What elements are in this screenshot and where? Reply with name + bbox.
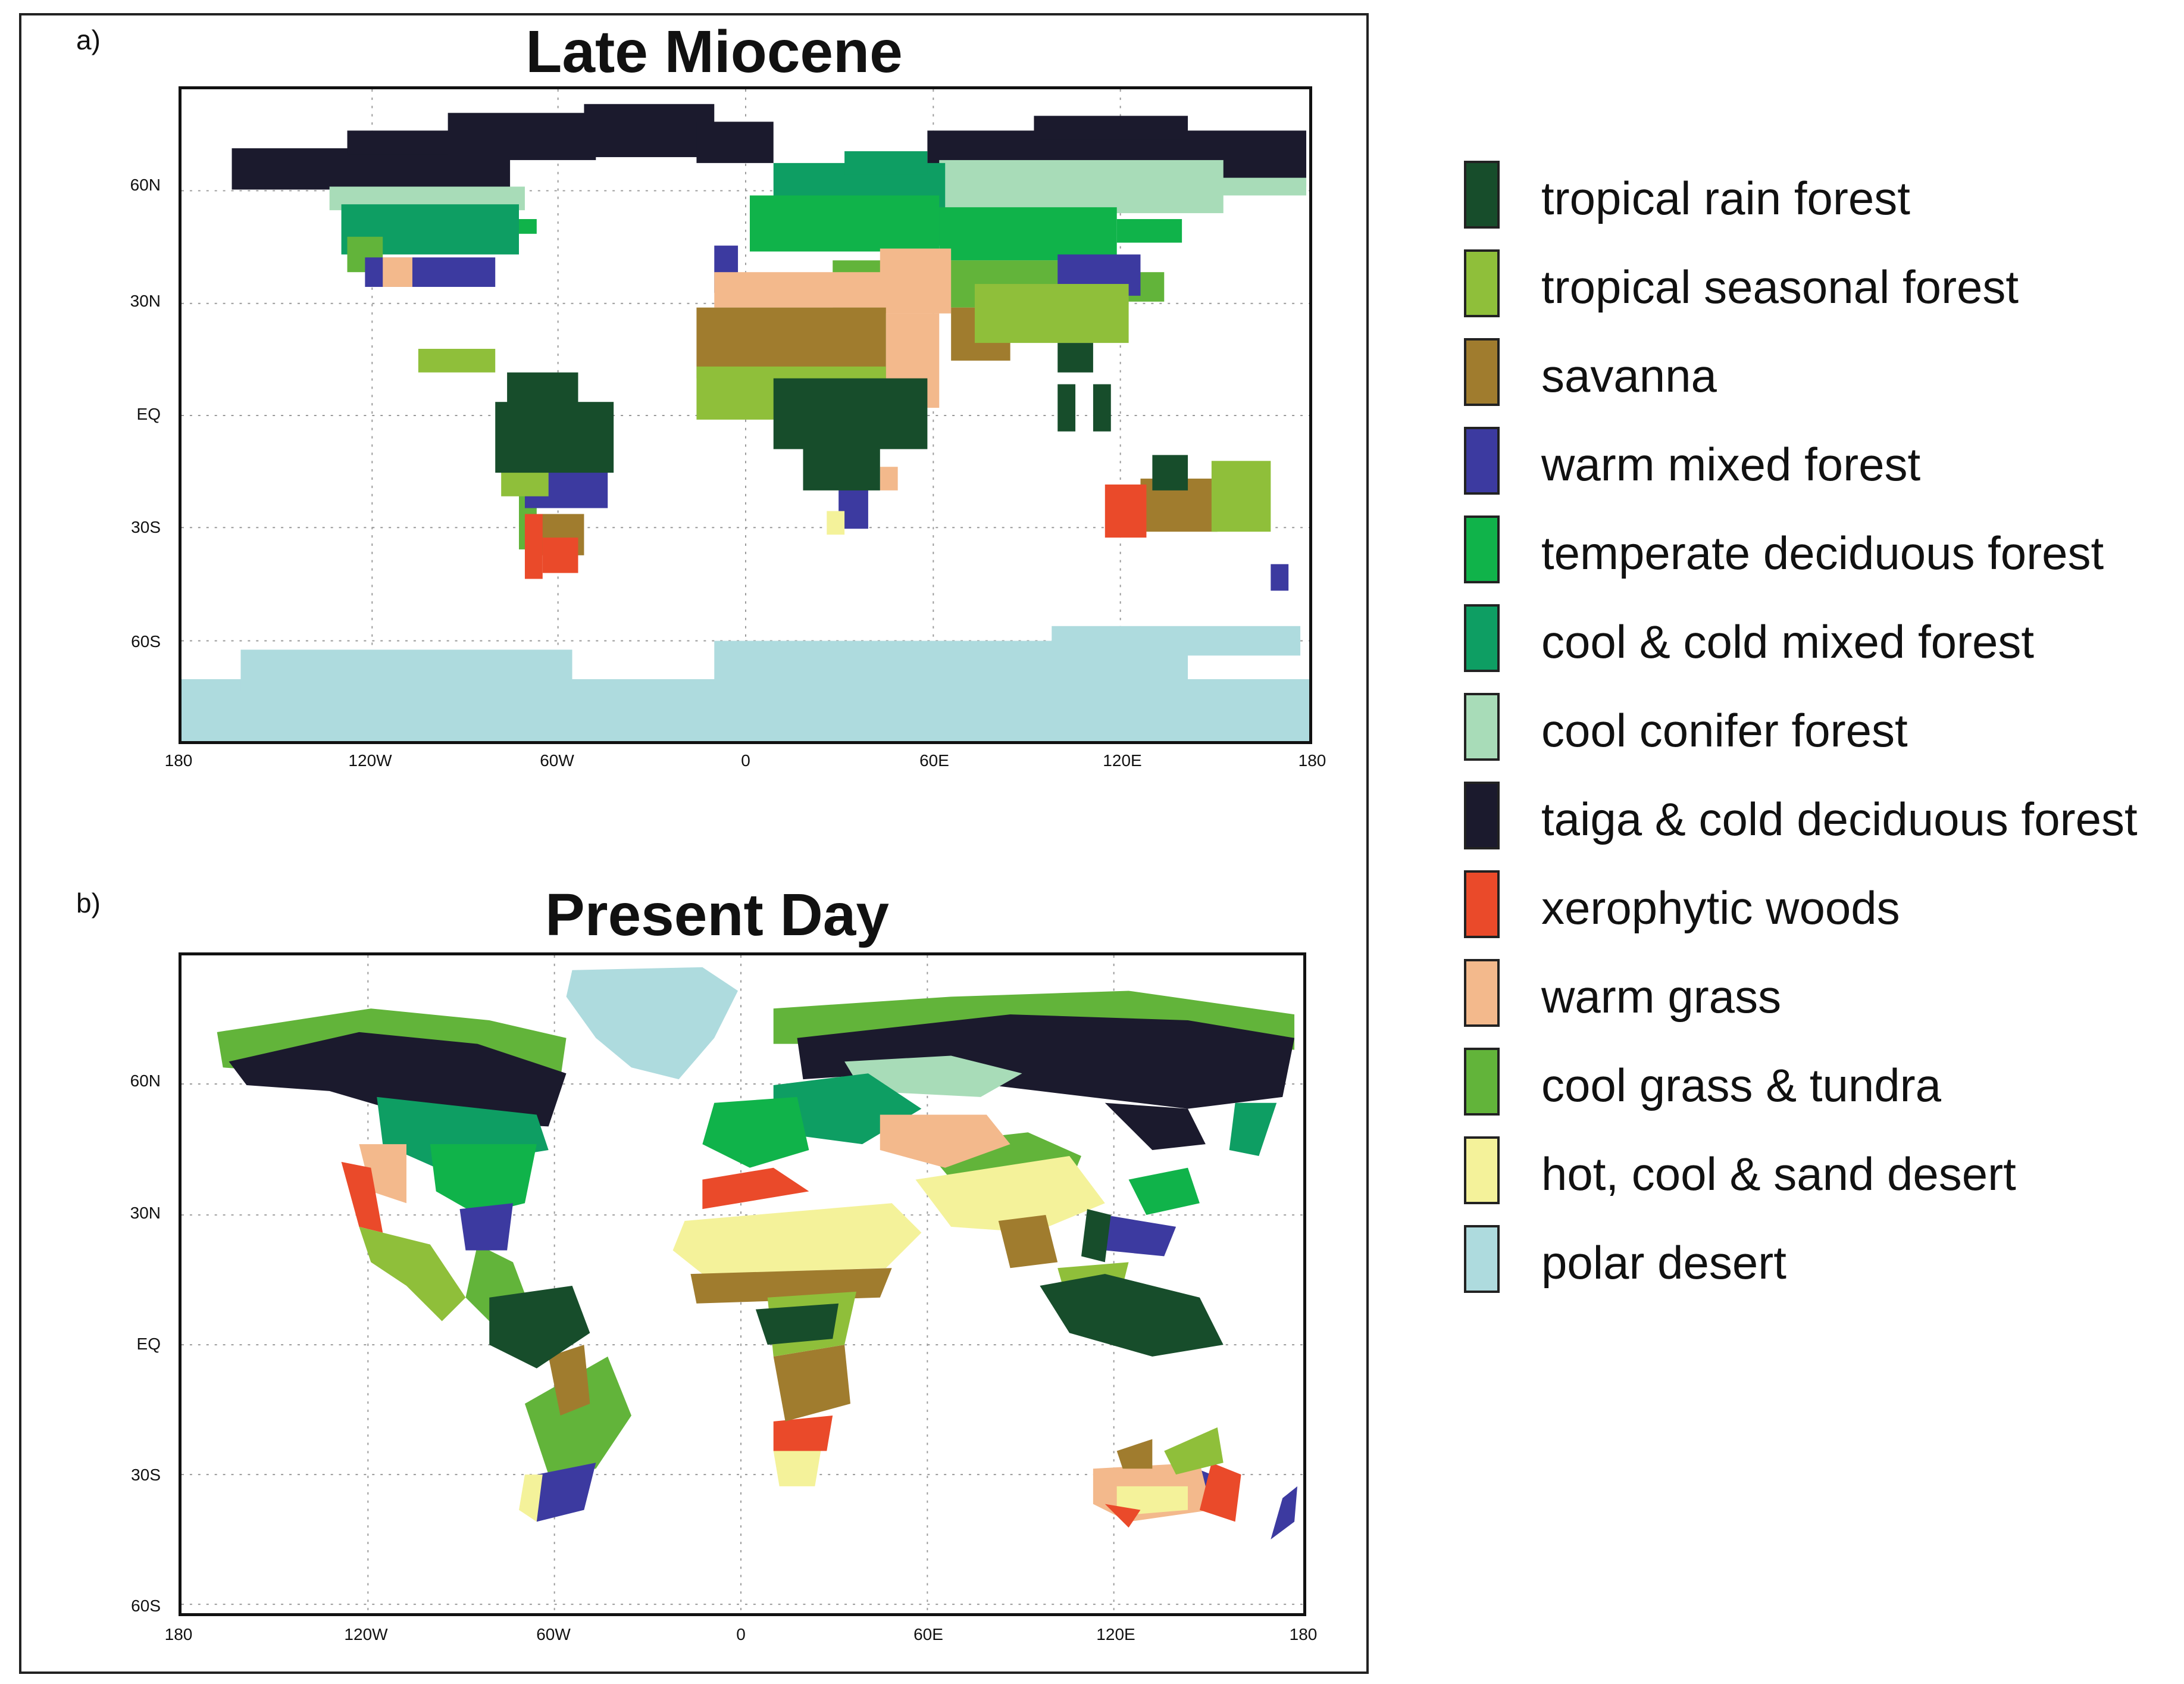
panel-a-xtick-120w: 120W (348, 751, 392, 770)
legend-label-temperate-deciduous-forest: temperate deciduous forest (1541, 527, 2104, 579)
legend-swatch-cool-grass-tundra (1464, 1048, 1500, 1116)
panel-a-letter: a) (76, 24, 101, 55)
legend-item-taiga-cold-deciduous-forest: taiga & cold deciduous forest (1464, 782, 2178, 853)
legend-item-warm-grass: warm grass (1464, 959, 2178, 1030)
figure-frame (19, 13, 1369, 1674)
present-day-map-canvas (182, 955, 1303, 1613)
legend-label-cool-cold-mixed-forest: cool & cold mixed forest (1541, 616, 2035, 668)
panel-a-xtick-180w: 180 (164, 751, 193, 770)
panel-a-xtick-60w: 60W (540, 751, 574, 770)
legend-item-warm-mixed-forest: warm mixed forest (1464, 427, 2178, 498)
legend-label-cool-grass-tundra: cool grass & tundra (1541, 1059, 1942, 1111)
panel-a-ytick-30s: 30S (131, 518, 161, 536)
legend-swatch-tropical-rain-forest (1464, 161, 1500, 229)
legend-item-xerophytic-woods: xerophytic woods (1464, 870, 2178, 942)
legend-item-hot-cool-sand-desert: hot, cool & sand desert (1464, 1136, 2178, 1208)
legend-item-cool-grass-tundra: cool grass & tundra (1464, 1048, 2178, 1119)
legend-item-savanna: savanna (1464, 338, 2178, 410)
legend-item-tropical-rain-forest: tropical rain forest (1464, 161, 2178, 232)
legend-item-tropical-seasonal-forest: tropical seasonal forest (1464, 249, 2178, 321)
legend-swatch-xerophytic-woods (1464, 870, 1500, 938)
legend-swatch-savanna (1464, 338, 1500, 406)
legend-swatch-cool-conifer-forest (1464, 693, 1500, 761)
panel-b-ytick-eq: EQ (136, 1335, 161, 1353)
panel-a-ytick-60n: 60N (130, 176, 161, 194)
panel-b-xtick-60w: 60W (536, 1625, 571, 1644)
legend-swatch-cool-cold-mixed-forest (1464, 604, 1500, 672)
legend-swatch-polar-desert (1464, 1225, 1500, 1293)
panel-b-ytick-60s: 60S (131, 1596, 161, 1615)
panel-b-ytick-30s: 30S (131, 1466, 161, 1484)
miocene-taiga-regions (231, 104, 1307, 190)
legend-label-cool-conifer-forest: cool conifer forest (1541, 704, 1908, 757)
panel-a-ytick-30n: 30N (130, 292, 161, 310)
legend-swatch-taiga-cold-deciduous-forest (1464, 782, 1500, 849)
legend-label-tropical-seasonal-forest: tropical seasonal forest (1541, 261, 2019, 313)
panel-b-ytick-60n: 60N (130, 1071, 161, 1090)
legend-swatch-warm-grass (1464, 959, 1500, 1027)
legend-label-hot-cool-sand-desert: hot, cool & sand desert (1541, 1148, 2016, 1200)
legend-label-warm-mixed-forest: warm mixed forest (1541, 438, 1921, 490)
legend-label-polar-desert: polar desert (1541, 1236, 1786, 1289)
legend-label-xerophytic-woods: xerophytic woods (1541, 882, 1900, 934)
panel-a-xtick-0: 0 (741, 751, 750, 770)
late-miocene-map (179, 86, 1312, 744)
legend-item-cool-cold-mixed-forest: cool & cold mixed forest (1464, 604, 2178, 676)
legend-label-warm-grass: warm grass (1541, 970, 1782, 1023)
panel-b-xtick-120e: 120E (1096, 1625, 1135, 1644)
legend-item-polar-desert: polar desert (1464, 1225, 2178, 1296)
legend-swatch-tropical-seasonal-forest (1464, 249, 1500, 317)
panel-a-ytick-60s: 60S (131, 632, 161, 651)
legend-label-tropical-rain-forest: tropical rain forest (1541, 172, 1910, 224)
panel-b-xtick-0: 0 (736, 1625, 746, 1644)
late-miocene-map-canvas (182, 89, 1309, 741)
panel-a-title: Late Miocene (525, 18, 903, 85)
legend-item-temperate-deciduous-forest: temperate deciduous forest (1464, 515, 2178, 587)
panel-b-xtick-180e: 180 (1289, 1625, 1318, 1644)
panel-b-title: Present Day (545, 882, 890, 948)
legend-item-cool-conifer-forest: cool conifer forest (1464, 693, 2178, 764)
panel-a-xtick-120e: 120E (1103, 751, 1142, 770)
panel-b-xtick-120w: 120W (344, 1625, 388, 1644)
panel-b-ytick-30n: 30N (130, 1204, 161, 1222)
legend-swatch-warm-mixed-forest (1464, 427, 1500, 495)
panel-b-letter: b) (76, 888, 101, 918)
panel-a-ytick-eq: EQ (136, 405, 161, 423)
panel-b-xtick-180w: 180 (164, 1625, 193, 1644)
panel-a-xtick-60e: 60E (919, 751, 949, 770)
legend-label-savanna: savanna (1541, 349, 1717, 402)
present-day-map (179, 952, 1306, 1616)
legend-swatch-hot-cool-sand-desert (1464, 1136, 1500, 1204)
legend-label-taiga-cold-deciduous-forest: taiga & cold deciduous forest (1541, 793, 2138, 845)
legend-swatch-temperate-deciduous-forest (1464, 515, 1500, 583)
panel-b-xtick-60e: 60E (913, 1625, 943, 1644)
panel-a-xtick-180e: 180 (1298, 751, 1326, 770)
